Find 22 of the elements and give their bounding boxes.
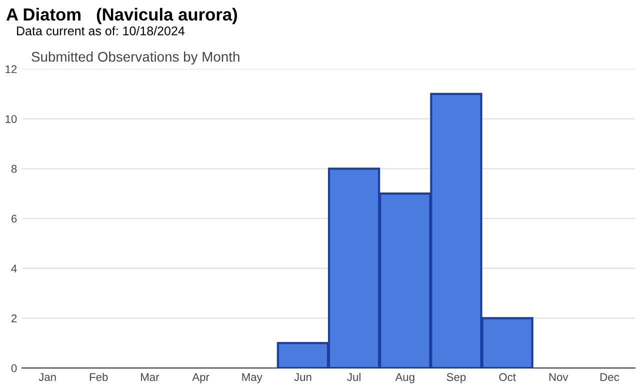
y-tick-label: 6 [12,214,17,223]
x-tick-label: Aug [395,373,414,384]
x-tick-label: Oct [499,373,516,382]
x-tick-label: Jan [38,373,56,382]
x-tick-label: May [242,373,262,384]
x-tick-label: Apr [192,373,210,384]
text: Submitted Observations by Month [32,52,240,64]
y-tick-label: 2 [12,314,17,322]
x-tick-label: Nov [549,373,568,382]
y-tick-label: 12 [6,65,17,74]
y-tick-label: 4 [11,264,17,272]
x-tick-label: Mar [141,373,160,382]
chart-title: A Diatom (Navicula aurora) [6,8,237,24]
y-tick-label: 10 [6,115,17,123]
y-tick-label: 8 [11,164,17,173]
y-tick-label: 0 [11,364,17,372]
x-tick-label: Jul [347,372,360,382]
chart-subtitle: Data current as of: 10/18/2024 [17,26,184,36]
x-tick-label: Dec [600,373,620,382]
x-tick-label: Sep [446,373,466,384]
x-tick-label: Feb [90,372,108,382]
x-tick-label: Jun [294,373,312,382]
